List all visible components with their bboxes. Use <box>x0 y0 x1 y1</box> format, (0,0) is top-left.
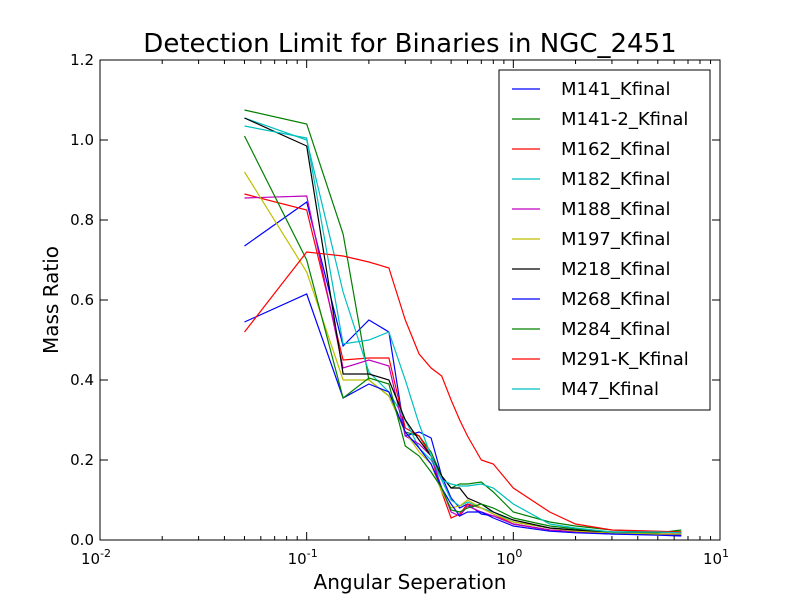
x-tick-label: 100 <box>496 547 522 568</box>
y-tick-label: 0.8 <box>70 211 94 229</box>
legend-label: M268_Kfinal <box>561 289 670 310</box>
y-tick-label: 0.0 <box>70 531 94 549</box>
legend-label: M291-K_Kfinal <box>561 349 689 370</box>
y-axis-ticks: 0.0 0.2 0.4 0.6 0.8 1.0 1.2 <box>70 51 720 549</box>
y-tick-label: 0.4 <box>70 371 94 389</box>
legend-label: M141_Kfinal <box>561 79 670 100</box>
series-line-m197-kfinal <box>243 171 682 535</box>
y-tick-label: 0.2 <box>70 451 94 469</box>
legend-label: M182_Kfinal <box>561 169 670 190</box>
legend-label: M197_Kfinal <box>561 229 670 250</box>
plot-lines <box>243 109 682 537</box>
x-tick-label: 10-1 <box>288 547 318 568</box>
legend-frame <box>498 69 711 411</box>
series-line-m47-kfinal <box>244 125 682 534</box>
legend: M141_Kfinal M141-2_Kfinal M162_Kfinal M182_… <box>498 69 711 411</box>
series-line-m218-kfinal <box>244 117 682 533</box>
series-line-m188-kfinal <box>244 195 682 535</box>
x-tick-label: 10-2 <box>81 547 111 568</box>
series-line-m291-k-kfinal <box>244 251 682 533</box>
y-axis-label: Mass Ratio <box>39 246 63 354</box>
x-axis-ticks: 10-2 10-1 100 101 <box>81 60 729 568</box>
series-line-m268-kfinal <box>244 293 682 537</box>
x-axis-label: Angular Seperation <box>314 570 507 594</box>
series-line-m284-kfinal <box>243 135 682 534</box>
legend-label: M284_Kfinal <box>561 319 670 340</box>
x-tick-label: 101 <box>703 547 729 568</box>
legend-label: M162_Kfinal <box>561 139 670 160</box>
legend-label: M47_Kfinal <box>561 379 659 400</box>
legend-label: M141-2_Kfinal <box>561 109 688 130</box>
y-tick-label: 1.2 <box>70 51 94 69</box>
legend-label: M188_Kfinal <box>561 199 670 220</box>
y-tick-label: 0.6 <box>70 291 94 309</box>
chart-title: Detection Limit for Binaries in NGC_2451 <box>143 29 676 59</box>
y-tick-label: 1.0 <box>70 131 94 149</box>
legend-label: M218_Kfinal <box>561 259 670 280</box>
